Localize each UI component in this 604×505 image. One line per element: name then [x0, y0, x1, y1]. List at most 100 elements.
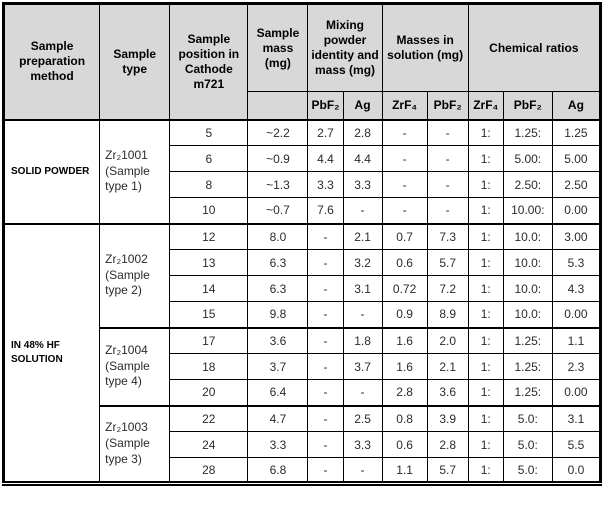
cell-prep-method: SOLID POWDER	[2, 119, 101, 224]
cell-ratio-ag: 4.3	[551, 275, 602, 302]
cell-mix-ag: 4.4	[342, 145, 383, 172]
cell-ratio-ag: 5.5	[551, 431, 602, 458]
cell-mix-ag: 2.8	[342, 119, 383, 146]
cell-sol-pbf2: 7.2	[426, 275, 469, 302]
cell-mix-pbf2: -	[307, 249, 344, 276]
cell-sol-zrf4: -	[381, 197, 428, 224]
cell-sol-zrf4: 0.6	[381, 249, 428, 276]
table-row: IN 48% HF SOLUTION Zr₂1002 (Sample type …	[2, 222, 602, 484]
cell-sol-zrf4: 0.8	[381, 404, 428, 432]
subheader-mix-ag: Ag	[342, 91, 383, 121]
cell-mix-ag: 3.3	[342, 431, 383, 458]
cell-mix-pbf2: 3.3	[307, 171, 344, 198]
cell-sol-zrf4: 0.9	[381, 301, 428, 328]
table-row: SOLID POWDER Zr₂1001 (Sample type 1) 5 ~…	[2, 119, 602, 224]
cell-mix-pbf2: -	[307, 457, 344, 484]
cell-ratio-ag: 0.0	[551, 457, 602, 484]
cell-sol-pbf2: 5.7	[426, 457, 469, 484]
cell-sol-pbf2: 2.8	[426, 431, 469, 458]
cell-sol-zrf4: 0.6	[381, 431, 428, 458]
cell-ratio-zrf4: 1:	[467, 404, 504, 432]
cell-ratio-ag: 2.50	[551, 171, 602, 198]
cell-mix-ag: 3.7	[342, 353, 383, 380]
cell-ratio-zrf4: 1:	[467, 171, 504, 198]
subheader-ratio-zrf4: ZrF₄	[467, 91, 504, 121]
cell-sample-mass: 3.3	[247, 431, 309, 458]
cell-sample-mass: 6.4	[247, 379, 309, 406]
table-row: 28 6.8 - - 1.1 5.7 1: 5.0: 0.0	[4, 457, 602, 484]
cell-sol-pbf2: 3.6	[426, 379, 469, 406]
cell-ratio-ag: 1.1	[551, 326, 602, 354]
cell-mix-ag: 2.1	[342, 222, 383, 250]
cell-sol-zrf4: -	[381, 119, 428, 146]
header-row-sub: PbF₂ Ag ZrF₄ PbF₂ ZrF₄ PbF₂ Ag	[4, 91, 602, 121]
cell-ratio-zrf4: 1:	[467, 275, 504, 302]
cell-ratio-zrf4: 1:	[467, 353, 504, 380]
cell-mix-pbf2: -	[307, 275, 344, 302]
table-row: Zr₂1003 (Sample type 3) 22 4.7 - 2.5 0.8…	[4, 404, 602, 484]
table-row: Zr₂1004 (Sample type 4) 17 3.6 - 1.8 1.6…	[4, 326, 602, 406]
cell-ratio-pbf2: 10.0:	[502, 301, 553, 328]
cell-ratio-ag: 2.3	[551, 353, 602, 380]
cell-ratio-zrf4: 1:	[467, 119, 504, 146]
cell-sol-zrf4: 0.7	[381, 222, 428, 250]
cell-mix-pbf2: -	[307, 431, 344, 458]
cell-ratio-pbf2: 10.0:	[502, 249, 553, 276]
cell-ratio-zrf4: 1:	[467, 145, 504, 172]
cell-sol-pbf2: -	[426, 119, 469, 146]
cell-ratio-zrf4: 1:	[467, 379, 504, 406]
cell-position: 15	[169, 301, 249, 328]
cell-ratio-zrf4: 1:	[467, 197, 504, 224]
cell-mix-ag: -	[342, 457, 383, 484]
cell-position: 14	[169, 275, 249, 302]
cell-sample-type: Zr₂1003 (Sample type 3)	[99, 404, 171, 484]
header-row-main: Sample preparation method Sample type Sa…	[2, 3, 602, 121]
cell-ratio-pbf2: 1.25:	[502, 353, 553, 380]
cell-mix-ag: -	[342, 197, 383, 224]
table-row: 15 9.8 - - 0.9 8.9 1: 10.0: 0.00	[4, 301, 602, 328]
cell-ratio-pbf2: 1.25:	[502, 119, 553, 146]
subheader-empty	[247, 91, 309, 121]
table-body: SOLID POWDER Zr₂1001 (Sample type 1) 5 ~…	[2, 119, 602, 484]
table-header: Sample preparation method Sample type Sa…	[2, 3, 602, 121]
cell-position: 8	[169, 171, 249, 198]
cell-ratio-pbf2: 5.0:	[502, 431, 553, 458]
cell-sample-mass: 9.8	[247, 301, 309, 328]
cell-ratio-ag: 0.00	[551, 379, 602, 406]
cell-mix-pbf2: -	[307, 222, 344, 250]
cell-position: 17	[169, 326, 249, 354]
cell-prep-method: IN 48% HF SOLUTION	[2, 222, 101, 484]
cell-ratio-ag: 3.00	[551, 222, 602, 250]
cell-sol-pbf2: -	[426, 197, 469, 224]
cell-sol-pbf2: 2.1	[426, 353, 469, 380]
cell-mix-pbf2: -	[307, 326, 344, 354]
table-row: 8 ~1.3 3.3 3.3 - - 1: 2.50: 2.50	[4, 171, 602, 198]
cell-sample-mass: 3.6	[247, 326, 309, 354]
table-row: 14 6.3 - 3.1 0.72 7.2 1: 10.0: 4.3	[4, 275, 602, 302]
cell-ratio-pbf2: 10.00:	[502, 197, 553, 224]
cell-ratio-ag: 0.00	[551, 301, 602, 328]
cell-sol-pbf2: 7.3	[426, 222, 469, 250]
cell-sol-pbf2: 2.0	[426, 326, 469, 354]
cell-sample-mass: ~0.9	[247, 145, 309, 172]
cell-sol-pbf2: 8.9	[426, 301, 469, 328]
cell-position: 28	[169, 457, 249, 484]
cell-mix-pbf2: -	[307, 353, 344, 380]
cell-sample-type: Zr₂1004 (Sample type 4)	[99, 326, 171, 406]
cell-sample-mass: ~2.2	[247, 119, 309, 146]
cell-mix-pbf2: -	[307, 379, 344, 406]
cell-position: 5	[169, 119, 249, 146]
cell-sample-mass: 4.7	[247, 404, 309, 432]
cell-ratio-zrf4: 1:	[467, 431, 504, 458]
cell-sol-zrf4: -	[381, 171, 428, 198]
cell-mix-ag: 3.3	[342, 171, 383, 198]
cell-ratio-pbf2: 10.0:	[502, 222, 553, 250]
cell-mix-ag: -	[342, 301, 383, 328]
cell-position: 20	[169, 379, 249, 406]
cell-ratio-pbf2: 1.25:	[502, 379, 553, 406]
cell-mix-ag: -	[342, 379, 383, 406]
cell-sample-mass: 3.7	[247, 353, 309, 380]
cell-mix-ag: 3.2	[342, 249, 383, 276]
cell-ratio-ag: 5.00	[551, 145, 602, 172]
cell-sample-mass: 6.3	[247, 249, 309, 276]
